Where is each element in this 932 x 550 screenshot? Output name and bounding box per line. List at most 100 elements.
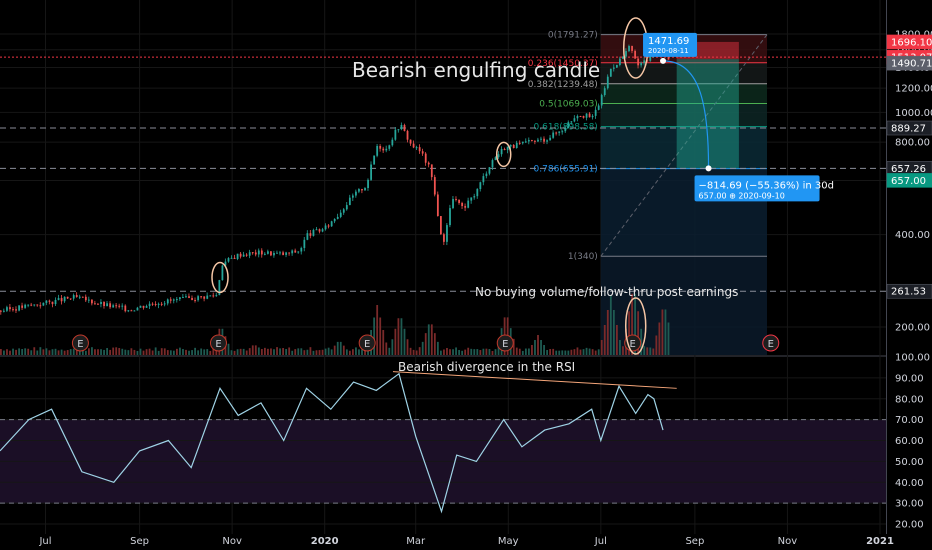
candle-body (464, 206, 467, 208)
volume-bar (594, 350, 597, 355)
candle-body (585, 113, 588, 118)
candle-body (172, 299, 175, 301)
candle-body (227, 258, 230, 262)
candle-body (500, 148, 503, 155)
candle-body (51, 301, 54, 305)
volume-bar (664, 309, 667, 355)
candle-body (254, 252, 257, 255)
rsi-tick-label: 90.00 (895, 373, 924, 384)
time-tick-label: Jul (594, 536, 607, 547)
price-axis-tag (886, 120, 932, 136)
candle-body (118, 305, 121, 307)
candle-body (409, 139, 412, 144)
candle-body (418, 147, 421, 152)
candle-body (537, 139, 539, 142)
candle-body (27, 304, 30, 306)
highlight-ellipse (624, 297, 647, 355)
volume-bar (109, 349, 112, 355)
candle-body (352, 195, 354, 198)
volume-bar (588, 348, 591, 355)
volume-bar (24, 348, 27, 355)
volume-bar (78, 350, 81, 355)
candle-body (582, 116, 585, 118)
volume-bar (75, 347, 78, 355)
candle-body (30, 304, 33, 306)
volume-bar (576, 347, 579, 355)
volume-bar (591, 349, 594, 355)
volume-bar (524, 348, 527, 355)
volume-bar (640, 328, 643, 355)
volume-bar (345, 349, 348, 355)
volume-bar (306, 349, 309, 355)
price-axis-tag (886, 55, 932, 71)
volume-bar (567, 350, 570, 355)
earnings-marker (496, 334, 514, 352)
volume-bar (355, 347, 357, 355)
volume-bar (63, 350, 66, 355)
volume-bar (233, 350, 236, 355)
volume-bar (115, 347, 118, 355)
candle-body (130, 310, 133, 312)
candle-body (166, 299, 169, 304)
volume-bar (51, 349, 54, 355)
earnings-marker (762, 334, 780, 352)
projection-start-date: 2020-08-11 (648, 47, 689, 55)
projection-arrow (663, 60, 710, 169)
volume-bar (643, 346, 646, 355)
candle-body (443, 234, 445, 242)
candle-body (540, 138, 542, 140)
volume-bar (136, 350, 139, 355)
price-axis-tag-label: 889.27 (891, 124, 926, 135)
volume-bar (145, 349, 148, 355)
price-tick-label: 1000.00 (895, 108, 932, 119)
candle-body (397, 129, 400, 131)
volume-bar (364, 350, 366, 355)
time-tick-label: 2020 (311, 536, 339, 547)
volume-bar (494, 349, 497, 355)
candle-body (376, 145, 379, 156)
fib-zone (600, 126, 767, 169)
volume-bar (473, 349, 476, 355)
candle-body (567, 122, 570, 129)
volume-bar (39, 347, 42, 355)
volume-bar (458, 350, 461, 355)
volume-bar (424, 333, 427, 355)
fib-zone (600, 83, 767, 104)
candle-body (594, 109, 597, 116)
candle-body (415, 147, 418, 149)
projection-end-value: −814.69 (−55.36%) in 30d (699, 180, 834, 191)
volume-bar (330, 349, 333, 355)
price-tick-label: 800.00 (895, 138, 930, 149)
candle-body (306, 233, 309, 240)
earnings-marker-label: E (768, 339, 774, 350)
candle-body (385, 148, 388, 151)
candle-body (449, 208, 451, 226)
candle-body (291, 250, 294, 254)
volume-bar (379, 317, 382, 355)
candle-body (251, 252, 254, 254)
candle-body (640, 62, 643, 66)
candle-body (345, 205, 348, 210)
projection-end-tag (694, 175, 820, 202)
rsi-tick-label: 80.00 (895, 394, 924, 405)
fib-level-label: 0.5(1069.03) (539, 99, 598, 109)
volume-bar (197, 350, 200, 355)
volume-bar (91, 347, 93, 355)
candle-body (39, 305, 42, 307)
volume-bar (312, 350, 315, 355)
volume-bar (18, 348, 21, 355)
candle-body (619, 58, 621, 65)
volume-bar (94, 349, 96, 355)
volume-bar (479, 350, 482, 355)
candle-body (212, 295, 215, 297)
candle-body (506, 146, 509, 150)
candle-body (66, 296, 69, 299)
candle-body (367, 179, 369, 189)
candle-body (233, 257, 236, 259)
volume-bar (267, 348, 269, 355)
volume-bar (491, 350, 494, 355)
volume-bar (339, 341, 342, 355)
candle-body (133, 310, 136, 312)
candle-body (628, 46, 630, 52)
